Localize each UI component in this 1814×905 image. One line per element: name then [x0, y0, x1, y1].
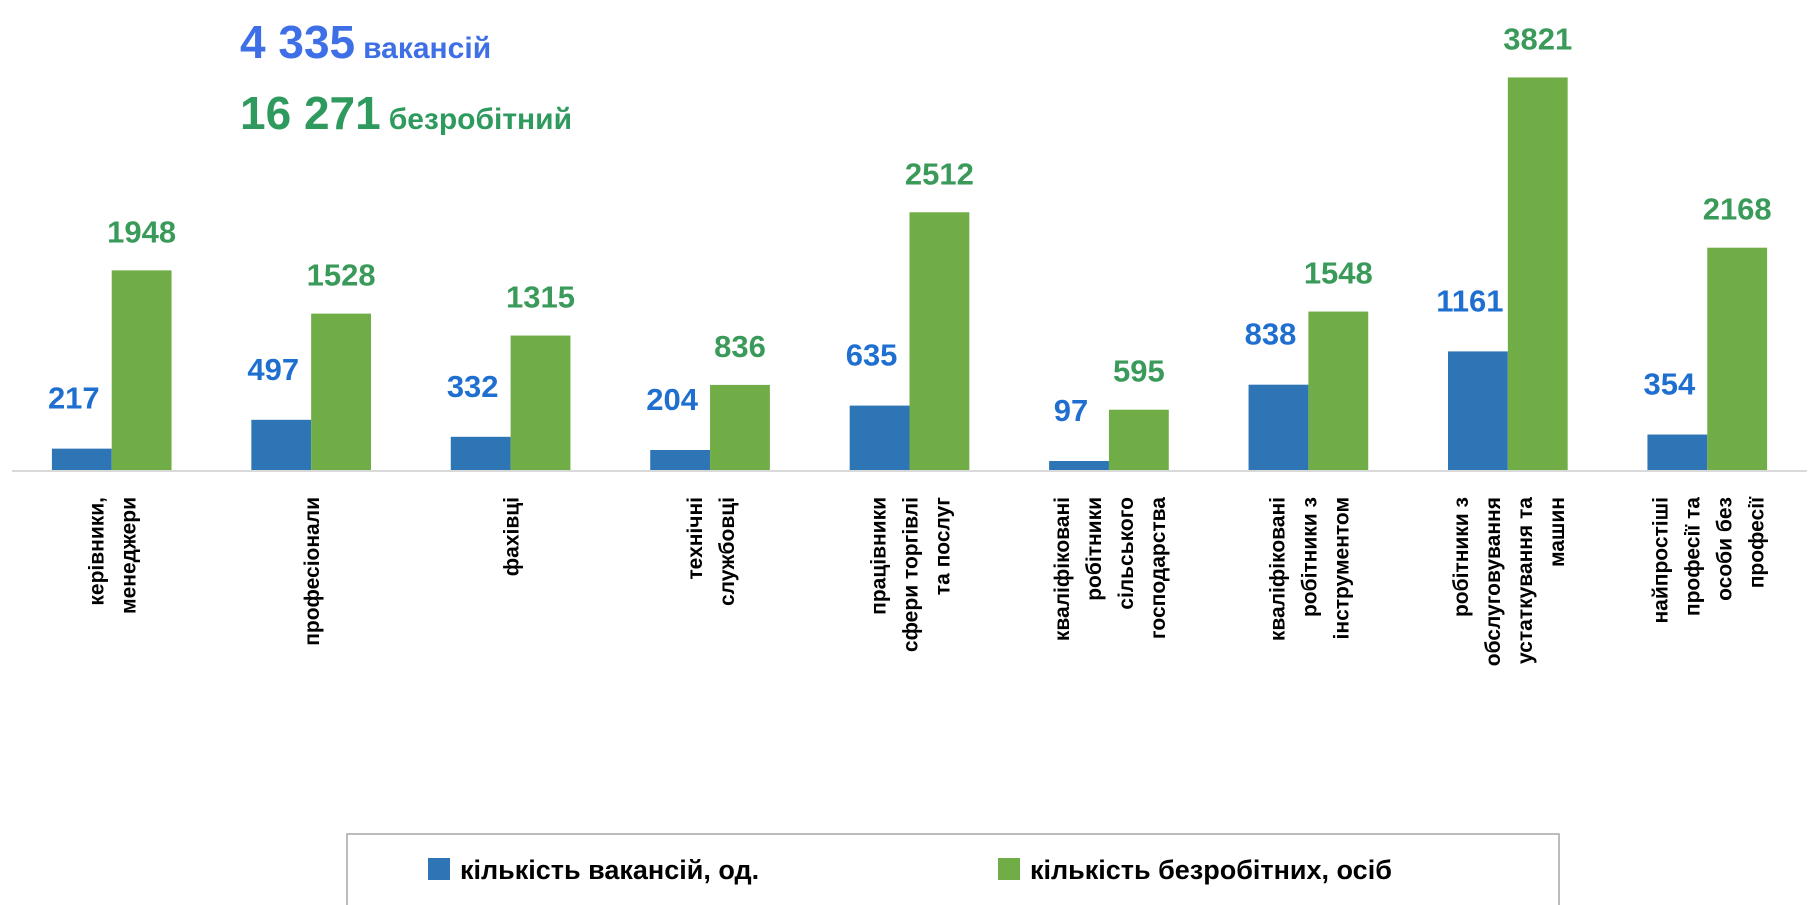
x-tick-label: кваліфіковані — [1266, 497, 1289, 641]
value-label: 97 — [1054, 393, 1088, 428]
x-tick-label: сфери торгівлі — [900, 497, 923, 652]
bar — [1248, 384, 1309, 471]
bar — [111, 270, 172, 471]
value-label: 332 — [447, 369, 499, 404]
bar — [1707, 247, 1768, 471]
x-tick-label: особи без — [1713, 497, 1736, 601]
annotation-text: вакансій — [363, 32, 491, 65]
annotation: 16 271 безробітний — [240, 87, 572, 139]
value-label: 1315 — [506, 280, 575, 315]
value-label: 1548 — [1304, 256, 1373, 291]
annotation: 4 335 вакансій — [240, 16, 491, 68]
bar — [450, 436, 511, 471]
value-label: 1528 — [307, 258, 376, 293]
x-tick-label: професіонали — [301, 497, 324, 646]
annotation-text: безробітний — [389, 103, 572, 136]
bar — [849, 405, 910, 471]
bar — [51, 448, 112, 471]
bar — [1308, 311, 1369, 471]
x-tick-label: професії — [1745, 496, 1768, 588]
legend-label: кількість безробітних, осіб — [1030, 855, 1392, 885]
x-tick-label: працівники — [868, 497, 891, 615]
x-tick-label: сільського — [1115, 497, 1138, 610]
bar — [1647, 434, 1708, 471]
bar — [650, 449, 711, 471]
bar — [909, 212, 970, 471]
bar — [1049, 461, 1109, 471]
x-tick-label: робітники з — [1298, 497, 1321, 617]
value-label: 204 — [646, 382, 698, 417]
bar — [1507, 77, 1568, 471]
value-label: 354 — [1643, 367, 1695, 402]
x-tick-label: робітники — [1083, 497, 1106, 601]
value-label: 217 — [48, 381, 100, 416]
x-tick-label: професії та — [1681, 497, 1704, 616]
value-label: 3821 — [1503, 21, 1572, 56]
bar — [1448, 351, 1508, 471]
annotation-number: 16 271 — [240, 87, 381, 139]
x-tick-label: машин — [1546, 497, 1569, 567]
x-tick-label: менеджери — [118, 497, 141, 614]
value-label: 1161 — [1436, 283, 1503, 318]
value-label: 635 — [846, 338, 898, 373]
legend-label: кількість вакансій, од. — [460, 855, 759, 885]
legend-box — [346, 833, 1560, 905]
bar — [510, 335, 571, 471]
value-label: 2512 — [905, 156, 974, 191]
bar — [251, 419, 312, 471]
x-tick-label: керівники, — [86, 497, 109, 606]
value-label: 1948 — [107, 214, 176, 249]
x-tick-label: службовці — [716, 497, 739, 606]
value-label: 838 — [1245, 317, 1297, 352]
value-label: 595 — [1113, 354, 1165, 389]
x-tick-label: кваліфіковані — [1051, 497, 1074, 641]
x-tick-label: та послуг — [932, 497, 955, 595]
value-label: 2168 — [1703, 192, 1772, 227]
x-tick-label: найпростіші — [1649, 497, 1672, 623]
x-tick-label: господарства — [1147, 497, 1170, 639]
legend-swatch — [428, 858, 450, 880]
legend-swatch — [998, 858, 1020, 880]
x-tick-label: робітники з — [1450, 497, 1473, 617]
x-tick-label: інструментом — [1330, 497, 1353, 639]
value-label: 497 — [247, 352, 299, 387]
bar — [311, 313, 371, 471]
bar — [1108, 409, 1169, 471]
x-tick-label: технічні — [684, 497, 707, 580]
x-tick-label: обслуговування — [1482, 497, 1505, 666]
value-label: 836 — [714, 329, 766, 364]
bar — [710, 384, 770, 471]
x-tick-label: фахівці — [501, 497, 524, 576]
annotation-number: 4 335 — [240, 16, 355, 68]
x-tick-label: устаткування та — [1514, 497, 1537, 664]
